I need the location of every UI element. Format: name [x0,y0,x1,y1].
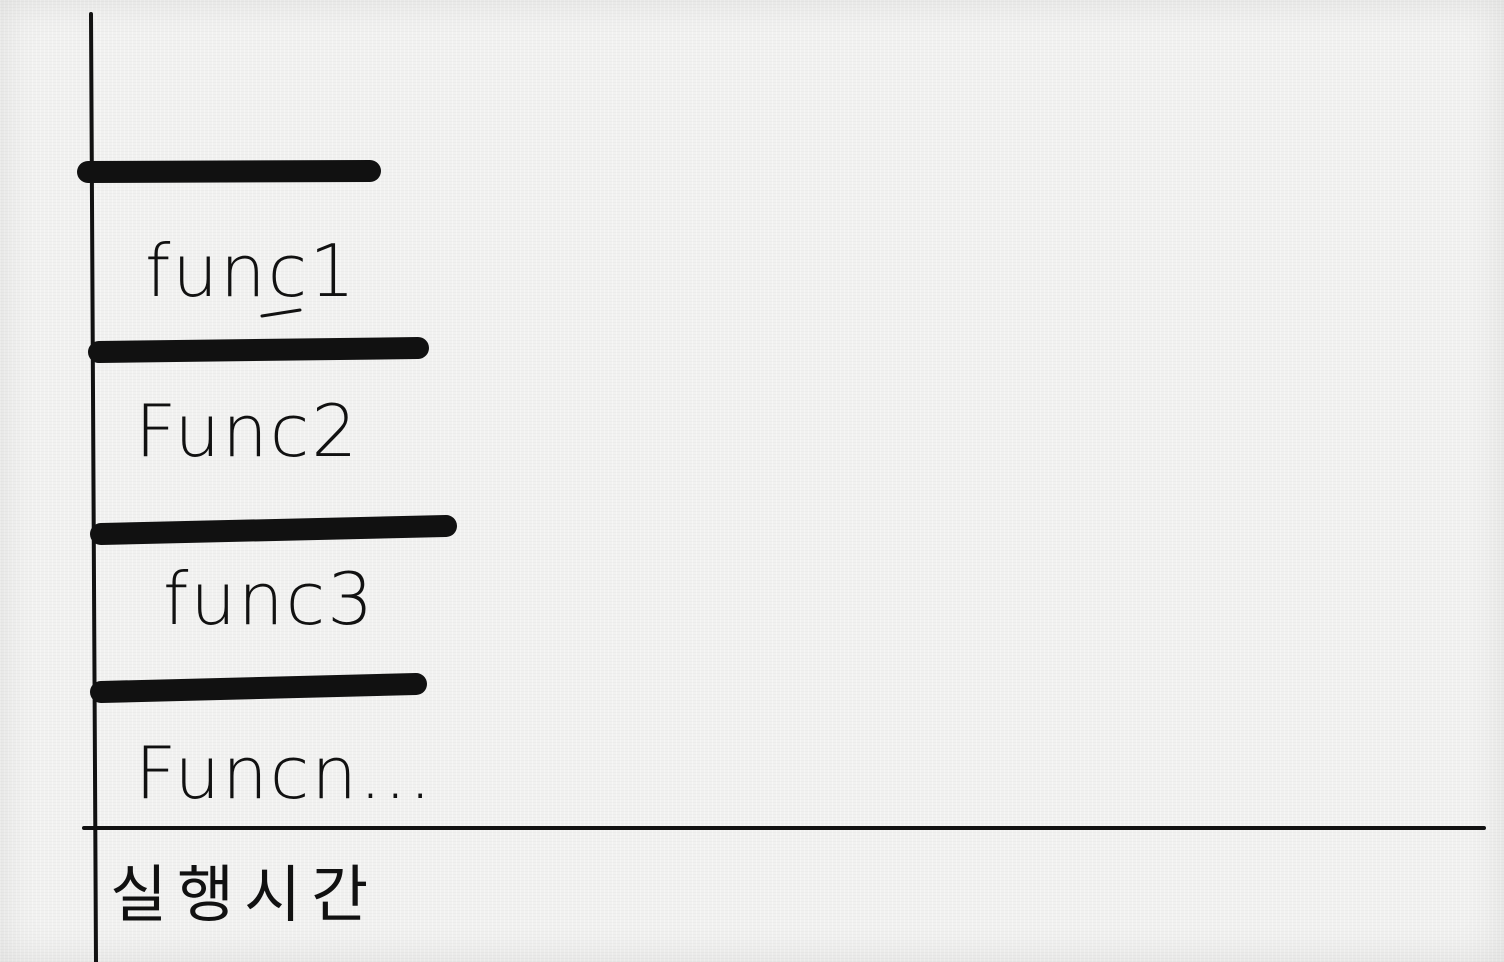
stack-frame-bar-2 [88,337,429,363]
stack-frame-bar-4 [90,673,427,703]
label-underline-mark [260,308,302,318]
stack-frame-bar-1 [77,160,381,183]
stack-frame-label-1: func1 [145,229,357,313]
stack-frame-label-4: Funcn... [135,731,434,815]
stack-frame-label-2: Func2 [135,389,359,473]
stack-frame-label-3: func3 [163,557,375,641]
stack-frame-bar-3 [90,515,457,545]
vertical-axis [89,12,98,962]
x-axis-label: 실행시간 [110,858,378,931]
